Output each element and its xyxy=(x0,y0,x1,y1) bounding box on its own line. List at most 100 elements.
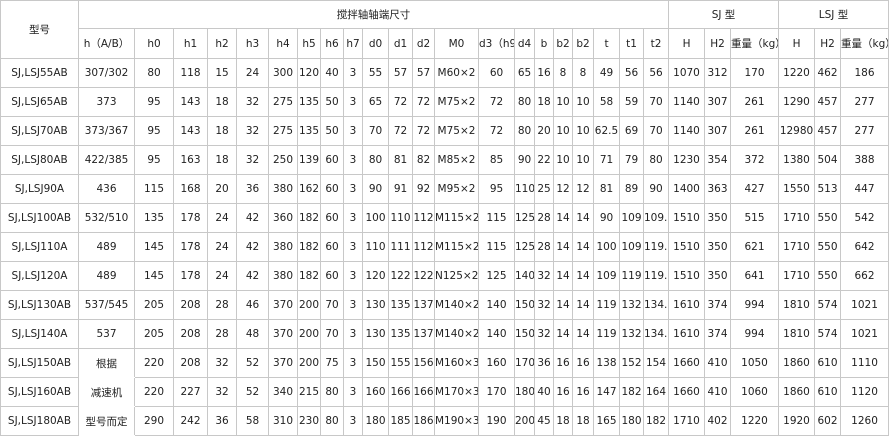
column-header: h4 xyxy=(268,28,298,59)
data-cell: 550 xyxy=(814,232,842,262)
data-cell: 140 xyxy=(478,290,515,320)
group-header: LSJ 型 xyxy=(778,0,890,29)
data-cell: 70 xyxy=(642,116,670,146)
data-cell: 100 xyxy=(593,232,620,262)
data-cell: 81 xyxy=(388,145,413,175)
data-cell: 110 xyxy=(514,174,535,204)
data-cell: 32 xyxy=(207,377,237,407)
data-cell: 277 xyxy=(840,87,890,117)
data-cell: 56 xyxy=(619,58,644,88)
data-cell: 457 xyxy=(814,87,842,117)
data-cell: 3 xyxy=(343,319,363,349)
data-cell: 350 xyxy=(704,203,732,233)
data-cell: 1660 xyxy=(668,348,706,378)
data-cell: 261 xyxy=(730,116,780,146)
data-cell: 91 xyxy=(388,174,413,204)
data-cell: 380 xyxy=(268,232,298,262)
data-cell: 72 xyxy=(478,87,515,117)
data-cell: 200 xyxy=(297,319,321,349)
data-cell: M160×3 xyxy=(434,348,479,378)
data-cell: M140×2 xyxy=(434,319,479,349)
data-cell: 537 xyxy=(78,319,135,349)
data-cell: 89 xyxy=(619,174,644,204)
data-cell: M190×3 xyxy=(434,406,479,436)
data-cell: 15 xyxy=(207,58,237,88)
data-cell: 125 xyxy=(514,232,535,262)
column-header: t xyxy=(593,28,620,59)
data-cell: 290 xyxy=(134,406,174,436)
data-cell: 602 xyxy=(814,406,842,436)
data-cell: 310 xyxy=(268,406,298,436)
group-header: 搅拌轴轴端尺寸 xyxy=(77,0,670,29)
table-row: SJ,LSJ110A 489 145 178 24 42 380 182 60 3 110 111 11… xyxy=(0,232,890,262)
data-cell: M95×2 xyxy=(434,174,479,204)
data-cell: 132 xyxy=(619,290,644,320)
data-cell: 427 xyxy=(730,174,780,204)
data-cell: 1710 xyxy=(778,203,816,233)
data-cell: 14 xyxy=(553,319,573,349)
data-cell: 112 xyxy=(412,203,435,233)
data-cell: 72 xyxy=(412,116,435,146)
data-cell: 122 xyxy=(388,261,413,291)
data-cell: 137 xyxy=(412,290,435,320)
data-cell: 180 xyxy=(514,377,535,407)
data-cell: 1510 xyxy=(668,232,706,262)
column-header: d4 xyxy=(514,28,535,59)
data-cell: 135 xyxy=(388,319,413,349)
data-cell: 1550 xyxy=(778,174,816,204)
data-cell: 110 xyxy=(362,232,389,262)
data-cell: 1021 xyxy=(840,290,890,320)
data-cell: 170 xyxy=(478,377,515,407)
data-cell: 125 xyxy=(514,203,535,233)
data-cell: 134.5 xyxy=(642,319,670,349)
data-cell: 90 xyxy=(593,203,620,233)
data-cell: 110 xyxy=(388,203,413,233)
data-cell: 140 xyxy=(478,319,515,349)
data-cell: 139 xyxy=(297,145,321,175)
data-cell: 109 xyxy=(619,232,644,262)
data-cell: 380 xyxy=(268,261,298,291)
data-cell: 3 xyxy=(343,232,363,262)
model-cell: SJ,LSJ55AB xyxy=(0,58,79,88)
data-cell: 410 xyxy=(704,377,732,407)
table-row: SJ,LSJ150AB 根据 220 208 32 52 370 200 75 3 150 155 15… xyxy=(0,348,890,378)
data-cell: 230 xyxy=(297,406,321,436)
data-cell: 182 xyxy=(619,377,644,407)
data-cell: 32 xyxy=(534,290,554,320)
data-cell: 58 xyxy=(236,406,269,436)
data-cell: 642 xyxy=(840,232,890,262)
data-cell: 59 xyxy=(619,87,644,117)
data-cell: 8 xyxy=(572,58,594,88)
data-cell: 145 xyxy=(134,232,174,262)
data-cell: 360 xyxy=(268,203,298,233)
data-cell: 170 xyxy=(514,348,535,378)
data-cell: 227 xyxy=(173,377,208,407)
data-cell: 147 xyxy=(593,377,620,407)
model-cell: SJ,LSJ65AB xyxy=(0,87,79,117)
data-cell: 28 xyxy=(534,203,554,233)
data-cell: 14 xyxy=(553,232,573,262)
data-cell: 550 xyxy=(814,203,842,233)
data-cell: 36 xyxy=(207,406,237,436)
data-cell: 42 xyxy=(236,232,269,262)
data-cell: 275 xyxy=(268,116,298,146)
column-header: h（A/B） xyxy=(78,28,135,59)
data-cell: 72 xyxy=(412,87,435,117)
data-cell: 135 xyxy=(388,290,413,320)
data-cell: 120 xyxy=(297,58,321,88)
data-cell: 109 xyxy=(593,261,620,291)
data-cell: 10 xyxy=(553,116,573,146)
data-cell: 621 xyxy=(730,232,780,262)
data-cell: 3 xyxy=(343,406,363,436)
data-cell: 81 xyxy=(593,174,620,204)
model-cell: SJ,LSJ130AB xyxy=(0,290,79,320)
data-cell: 190 xyxy=(478,406,515,436)
data-cell: 150 xyxy=(362,348,389,378)
data-cell: 374 xyxy=(704,319,732,349)
data-cell: 1021 xyxy=(840,319,890,349)
table-row: SJ,LSJ120A 489 145 178 24 42 380 182 60 3 120 122 12… xyxy=(0,261,890,291)
column-header: d1 xyxy=(388,28,413,59)
data-cell: 45 xyxy=(534,406,554,436)
